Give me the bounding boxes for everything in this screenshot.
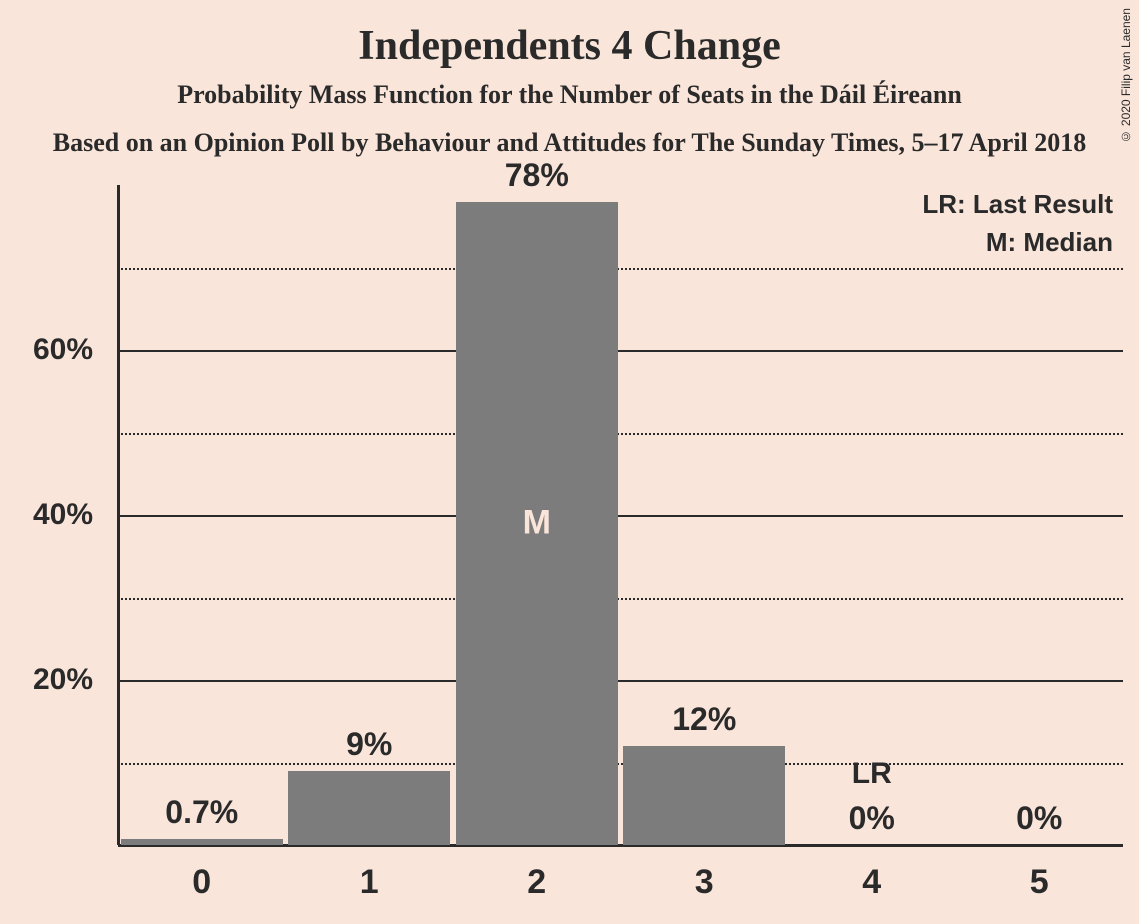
chart-source: Based on an Opinion Poll by Behaviour an… — [0, 110, 1139, 158]
x-tick-label: 4 — [862, 863, 881, 902]
bar-value-label: 12% — [672, 701, 736, 738]
median-marker: M — [523, 504, 551, 543]
gridline-major — [118, 350, 1123, 352]
last-result-marker: LR — [852, 757, 892, 791]
bar-value-label: 78% — [505, 157, 569, 194]
gridline-major — [118, 680, 1123, 682]
bar-value-label: 0% — [849, 800, 895, 837]
bar-value-label: 0.7% — [165, 794, 238, 831]
gridline-minor — [118, 268, 1123, 270]
x-tick-label: 3 — [695, 863, 714, 902]
y-tick-label: 60% — [33, 333, 93, 367]
chart-subtitle: Probability Mass Function for the Number… — [0, 70, 1139, 110]
gridline-minor — [118, 433, 1123, 435]
bar — [623, 746, 785, 845]
bar-value-label: 9% — [346, 726, 392, 763]
legend-m: M: Median — [986, 227, 1113, 258]
legend-lr: LR: Last Result — [922, 189, 1113, 220]
y-tick-label: 40% — [33, 498, 93, 532]
x-tick-label: 1 — [360, 863, 379, 902]
copyright-text: © 2020 Filip van Laenen — [1119, 8, 1133, 143]
gridline-major — [118, 515, 1123, 517]
bar-value-label: 0% — [1016, 800, 1062, 837]
x-tick-label: 2 — [527, 863, 546, 902]
bar — [288, 771, 450, 845]
gridline-minor — [118, 763, 1123, 765]
x-tick-label: 0 — [192, 863, 211, 902]
bar — [121, 839, 283, 845]
gridline-minor — [118, 598, 1123, 600]
chart-plot-area: 20%40%60%00.7%19%278%M312%4LR0%50%LR: La… — [118, 185, 1123, 845]
y-tick-label: 20% — [33, 663, 93, 697]
x-tick-label: 5 — [1030, 863, 1049, 902]
chart-title: Independents 4 Change — [0, 0, 1139, 70]
